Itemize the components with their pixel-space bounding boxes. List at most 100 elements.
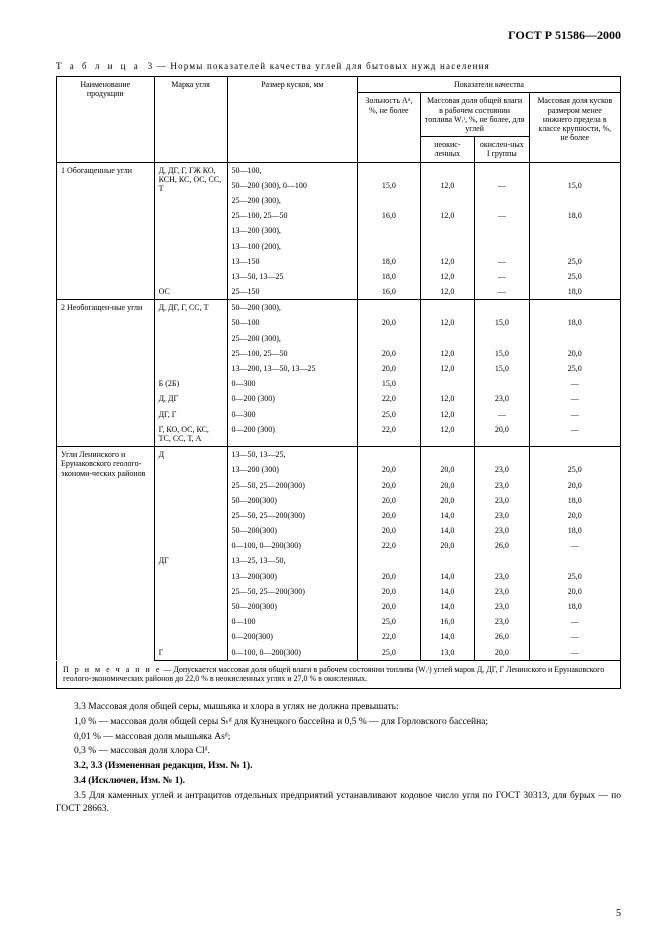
cell-value: 20,0 xyxy=(358,361,421,376)
cell-value: — xyxy=(475,208,529,223)
cell-value: 12,0 xyxy=(420,269,474,284)
cell-value: 18,0 xyxy=(358,254,421,269)
cell-value: 18,0 xyxy=(358,269,421,284)
cell-size: 0—200(300) xyxy=(227,629,357,644)
cell-value xyxy=(475,300,529,316)
cell-size: 13—200 (300) xyxy=(227,462,357,477)
cell-value: 15,0 xyxy=(358,376,421,391)
col-moisture-ok: окислен-ных I группы xyxy=(475,137,529,162)
cell-size: 25—100, 25—50 xyxy=(227,208,357,223)
cell-product-name: Угли Ленинского и Ерунаковского геолого-… xyxy=(57,447,155,661)
cell-size: 0—100, 0—200(300) xyxy=(227,538,357,553)
cell-value: 15,0 xyxy=(358,178,421,193)
table-title-label: Т а б л и ц а xyxy=(56,61,141,71)
cell-value: 12,0 xyxy=(420,361,474,376)
cell-value: — xyxy=(529,407,620,422)
cell-value xyxy=(358,331,421,346)
para-3-2-3-3: 3.2, 3.3 (Измененная редакция, Изм. № 1)… xyxy=(56,760,621,773)
cell-size: 13—200(300) xyxy=(227,569,357,584)
cell-value: 20,0 xyxy=(420,493,474,508)
cell-value: 14,0 xyxy=(420,584,474,599)
cell-value xyxy=(475,223,529,238)
cell-value: — xyxy=(475,407,529,422)
cell-value xyxy=(358,553,421,568)
cell-value: 14,0 xyxy=(420,629,474,644)
cell-value: — xyxy=(529,645,620,661)
cell-value xyxy=(475,162,529,178)
cell-value: 25,0 xyxy=(358,645,421,661)
cell-value: 25,0 xyxy=(358,614,421,629)
cell-value: 12,0 xyxy=(420,254,474,269)
cell-product-name: 1 Обогащенные угли xyxy=(57,162,155,300)
cell-value: 23,0 xyxy=(475,614,529,629)
col-size: Размер кусков, мм xyxy=(227,77,357,162)
cell-value: 25,0 xyxy=(529,569,620,584)
cell-value: — xyxy=(475,284,529,300)
cell-size: 25—50, 25—200(300) xyxy=(227,584,357,599)
cell-coal-mark: Г, КО, ОС, КС, ТС, СС, Т, А xyxy=(154,422,227,447)
cell-value: 12,0 xyxy=(420,208,474,223)
cell-value xyxy=(358,223,421,238)
cell-size: 0—200 (300) xyxy=(227,422,357,447)
col-moisture-neok: неокис-ленных xyxy=(420,137,474,162)
cell-value: 15,0 xyxy=(475,361,529,376)
table-title-number: 3 xyxy=(148,61,154,71)
cell-size: 25—50, 25—200(300) xyxy=(227,478,357,493)
cell-value: — xyxy=(529,376,620,391)
cell-coal-mark: Д, ДГ, Г, СС, Т xyxy=(154,300,227,376)
cell-value: 18,0 xyxy=(529,284,620,300)
cell-value xyxy=(420,239,474,254)
cell-value xyxy=(358,447,421,463)
col-ash: Зольность Aᵈ, %, не более xyxy=(358,93,421,162)
cell-value: 12,0 xyxy=(420,391,474,406)
cell-size: 0—100, 0—200(300) xyxy=(227,645,357,661)
table-title-rest: — Нормы показателей качества углей для б… xyxy=(157,61,490,71)
cell-value: 12,0 xyxy=(420,178,474,193)
document-code: ГОСТ Р 51586—2000 xyxy=(56,28,621,43)
cell-coal-mark: Г xyxy=(154,645,227,661)
cell-value: 20,0 xyxy=(420,478,474,493)
cell-value: 22,0 xyxy=(358,391,421,406)
cell-value: 20,0 xyxy=(529,508,620,523)
cell-coal-mark: Д, ДГ, Г, ГЖ КО, КСН, КС, ОС, СС, Т xyxy=(154,162,227,284)
cell-value: 18,0 xyxy=(529,493,620,508)
cell-size: 0—300 xyxy=(227,407,357,422)
col-fines: Массовая доля кусков размером менее нижн… xyxy=(529,93,620,162)
cell-size: 25—50, 25—200(300) xyxy=(227,508,357,523)
cell-value xyxy=(420,193,474,208)
cell-value: 20,0 xyxy=(358,523,421,538)
cell-value: 23,0 xyxy=(475,599,529,614)
body-text: 3.3 Массовая доля общей серы, мышьяка и … xyxy=(56,701,621,816)
cell-value xyxy=(529,193,620,208)
table-title: Т а б л и ц а 3 — Нормы показателей каче… xyxy=(56,61,621,72)
cell-value: 22,0 xyxy=(358,538,421,553)
para-3-4: 3.4 (Исключен, Изм. № 1). xyxy=(56,775,621,788)
cell-value: 20,0 xyxy=(475,645,529,661)
cell-size: 0—200 (300) xyxy=(227,391,357,406)
cell-value: 20,0 xyxy=(420,538,474,553)
cell-value xyxy=(475,193,529,208)
cell-coal-mark: Б (2Б) xyxy=(154,376,227,391)
cell-value: — xyxy=(529,422,620,447)
cell-value: 18,0 xyxy=(529,599,620,614)
cell-value: 26,0 xyxy=(475,538,529,553)
cell-value: 20,0 xyxy=(358,599,421,614)
cell-value xyxy=(420,300,474,316)
cell-value: — xyxy=(529,391,620,406)
cell-value xyxy=(529,553,620,568)
cell-value: 13,0 xyxy=(420,645,474,661)
cell-value: 12,0 xyxy=(420,315,474,330)
cell-value xyxy=(420,447,474,463)
cell-value: 14,0 xyxy=(420,569,474,584)
cell-value: 16,0 xyxy=(358,284,421,300)
cell-size: 50—200(300) xyxy=(227,599,357,614)
cell-size: 50—100, xyxy=(227,162,357,178)
cell-value: 18,0 xyxy=(529,208,620,223)
cell-value: — xyxy=(475,178,529,193)
cell-value: 12,0 xyxy=(420,284,474,300)
cell-value xyxy=(529,162,620,178)
para-3-3a: 1,0 % — массовая доля общей серы Sₜᵈ для… xyxy=(56,716,621,729)
cell-value xyxy=(529,300,620,316)
cell-value: 20,0 xyxy=(358,315,421,330)
cell-size: 25—150 xyxy=(227,284,357,300)
